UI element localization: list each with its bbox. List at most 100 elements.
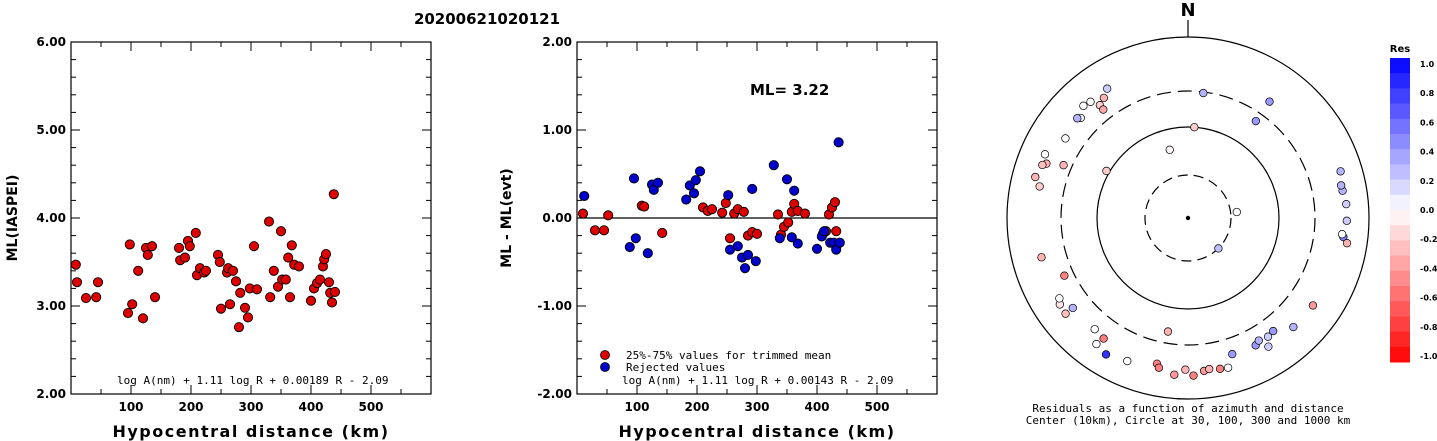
residual-point (1199, 88, 1208, 98)
data-point (242, 312, 254, 323)
x-tick-label: 100 (118, 400, 143, 414)
data-point (92, 277, 104, 288)
residual-point (1265, 97, 1274, 106)
data-point (323, 277, 335, 288)
data-point (70, 259, 81, 270)
residual-point (1165, 145, 1174, 154)
residual-point (1263, 332, 1273, 341)
colorbar-swatch (1390, 73, 1410, 89)
plot-frame-1 (70, 41, 432, 395)
data-point (723, 190, 734, 201)
data-point (768, 160, 779, 171)
residual-point (1289, 322, 1298, 332)
data-point (624, 241, 635, 253)
residual-point (1103, 84, 1112, 93)
data-point (589, 225, 601, 236)
colorbar-swatch (1390, 210, 1410, 226)
data-point (738, 206, 749, 217)
data-points-1 (70, 189, 341, 333)
residual-point (1215, 364, 1225, 373)
formula-1: log A(nm) + 1.11 log R + 0.00189 R - 2.0… (117, 374, 389, 387)
residual-point (1342, 216, 1351, 225)
residual-point (1336, 167, 1345, 176)
residual-point (1123, 356, 1132, 366)
data-point (799, 208, 811, 219)
data-point (819, 226, 830, 237)
data-point (642, 248, 653, 259)
data-point (792, 238, 803, 249)
legend-label-trimmed: 25%-75% values for trimmed mean (626, 349, 831, 362)
data-point (173, 242, 185, 253)
colorbar-swatch (1390, 255, 1410, 272)
data-point (786, 232, 797, 243)
data-point (681, 194, 692, 205)
data-point (251, 284, 263, 295)
data-point (652, 177, 664, 188)
colorbar-tick-label: -0.8 (1420, 323, 1437, 332)
residual-point (1214, 244, 1223, 253)
colorbar-title: Res (1390, 44, 1410, 55)
data-point (230, 276, 242, 287)
colorbar-tick-label: 0.2 (1420, 177, 1434, 186)
residual-point (1037, 253, 1046, 262)
data-point (628, 173, 640, 184)
data-point (227, 265, 239, 276)
legend-marker-rejected (600, 362, 610, 372)
residual-point (1205, 364, 1214, 374)
residual-point (1061, 134, 1070, 143)
residual-point (1163, 327, 1173, 336)
residual-point (1337, 230, 1347, 239)
data-point (690, 175, 701, 186)
data-point (200, 265, 212, 276)
data-points-3 (1031, 84, 1352, 380)
residual-point (1269, 326, 1278, 336)
data-point (224, 299, 236, 310)
data-point (268, 265, 279, 276)
data-point (706, 204, 718, 215)
data-point (137, 313, 149, 324)
ring-100km (1096, 126, 1280, 310)
colorbar-swatch (1390, 179, 1410, 196)
colorbar-swatch (1390, 225, 1410, 241)
data-point (781, 174, 793, 185)
residual-point (1190, 123, 1199, 132)
data-point (831, 226, 842, 237)
y-tick-label: 1.00 (542, 123, 572, 137)
center-dot (1185, 215, 1191, 221)
residual-point (1099, 105, 1108, 114)
data-point (146, 241, 158, 252)
residual-colorbar: Res 1.0 0.8 0.6 0.4 0.2 0.0 -0.2 -0.4 -0.6 -0.8 -1… (1390, 44, 1437, 363)
residual-point (1308, 301, 1318, 310)
data-point (329, 286, 341, 297)
data-point (747, 183, 758, 195)
residual-point (1223, 363, 1233, 372)
colorbar-tick-label: 0.0 (1420, 206, 1435, 215)
x-tick-label: 400 (804, 400, 829, 414)
data-point (789, 185, 800, 196)
data-point (124, 239, 135, 250)
data-point (280, 274, 291, 285)
data-point (724, 233, 736, 244)
colorbar-tick-label: -0.2 (1420, 235, 1437, 244)
x-tick-label: 500 (864, 400, 889, 414)
data-point (149, 292, 161, 303)
residual-point (1092, 339, 1101, 349)
data-point (122, 307, 134, 319)
data-point (811, 243, 823, 254)
data-point (233, 322, 245, 333)
ml-annotation: ML= 3.22 (750, 81, 829, 99)
residual-point (1342, 200, 1351, 209)
x-tick-label: 300 (238, 400, 263, 414)
colorbar-tick-label: 0.8 (1420, 89, 1435, 98)
data-point (239, 302, 251, 313)
x-tick-label: 400 (298, 400, 323, 414)
residual-point (1059, 161, 1068, 170)
residual-point (1040, 150, 1050, 159)
colorbar-tick-label: -1.0 (1420, 352, 1437, 361)
legend-label-rejected: Rejected values (626, 361, 725, 374)
colorbar-tick-label: -0.6 (1420, 294, 1437, 303)
y-tick-label: 2.00 (542, 35, 572, 49)
x-tick-label: 100 (624, 400, 649, 414)
colorbar-swatch (1390, 331, 1410, 348)
